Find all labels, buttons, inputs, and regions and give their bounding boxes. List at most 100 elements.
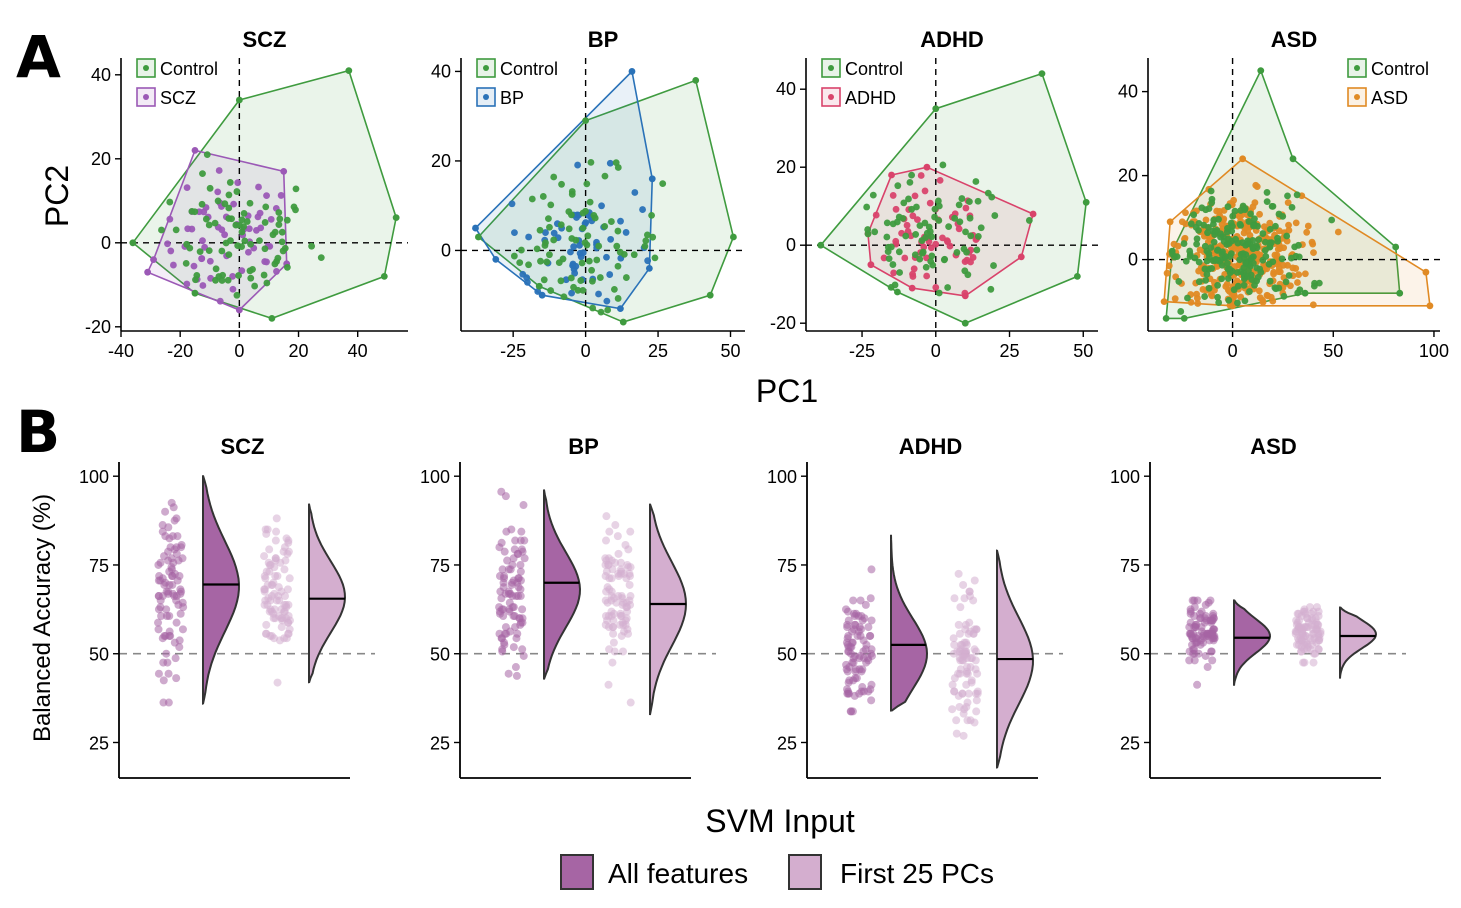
accuracy-point bbox=[1305, 603, 1314, 612]
control-point bbox=[956, 218, 964, 226]
control-point bbox=[539, 193, 547, 200]
control-point bbox=[939, 161, 947, 169]
control-point bbox=[557, 277, 565, 285]
bp-point bbox=[631, 189, 639, 196]
y-tick-label: 0 bbox=[786, 235, 796, 255]
pca-panel-scz: SCZ -40 -20 0 20 40 -20 0 20 40 Control SCZ bbox=[85, 27, 408, 361]
bp-point bbox=[607, 235, 615, 243]
accuracy-point bbox=[601, 536, 610, 545]
accuracy-point bbox=[513, 629, 522, 638]
asd-point bbox=[1246, 231, 1254, 239]
control-point bbox=[988, 193, 996, 201]
accuracy-point bbox=[619, 647, 628, 656]
y-tick-label: 75 bbox=[1120, 556, 1140, 576]
accuracy-point bbox=[161, 507, 170, 516]
scz-point bbox=[199, 237, 206, 245]
control-point bbox=[1257, 67, 1265, 74]
control-point bbox=[613, 242, 621, 250]
control-point bbox=[196, 248, 204, 256]
bp-point bbox=[567, 248, 574, 256]
bp-point bbox=[511, 229, 518, 237]
accuracy-point bbox=[156, 603, 165, 612]
accuracy-point bbox=[1202, 631, 1211, 640]
accuracy-point bbox=[510, 545, 519, 554]
control-point bbox=[596, 274, 604, 281]
control-point bbox=[247, 274, 255, 282]
accuracy-point bbox=[625, 569, 634, 578]
y-tick-label: 40 bbox=[431, 61, 451, 81]
panel-title: BP bbox=[588, 27, 619, 52]
control-point bbox=[203, 151, 211, 159]
y-tick-label: -20 bbox=[85, 317, 111, 337]
accuracy-point bbox=[283, 585, 292, 594]
y-tick-label: 0 bbox=[1128, 250, 1138, 270]
control-point bbox=[963, 248, 970, 256]
control-point bbox=[614, 164, 622, 171]
asd-point bbox=[1182, 220, 1190, 228]
bp-point bbox=[606, 159, 614, 167]
scz-point bbox=[167, 247, 175, 255]
scz-point bbox=[198, 255, 206, 262]
asd-point bbox=[1240, 229, 1248, 237]
accuracy-point bbox=[271, 536, 280, 545]
control-point bbox=[546, 251, 553, 259]
y-tick-label: 25 bbox=[430, 733, 450, 753]
control-point bbox=[1249, 237, 1257, 244]
control-point bbox=[586, 198, 594, 206]
accuracy-point bbox=[271, 572, 280, 581]
scz-point bbox=[245, 248, 252, 256]
adhd-point bbox=[889, 192, 897, 199]
accuracy-point bbox=[950, 687, 959, 696]
control-point bbox=[921, 219, 929, 227]
control-point bbox=[622, 274, 630, 281]
accuracy-point bbox=[605, 645, 614, 654]
y-tick-label: 50 bbox=[430, 645, 450, 665]
accuracy-point bbox=[609, 629, 618, 638]
control-point bbox=[597, 308, 605, 316]
control-point bbox=[1246, 288, 1253, 295]
accuracy-point bbox=[260, 572, 269, 581]
control-point bbox=[1212, 255, 1220, 263]
accuracy-point bbox=[956, 665, 965, 674]
asd-point bbox=[1260, 223, 1268, 231]
accuracy-point bbox=[849, 596, 858, 605]
accuracy-point bbox=[846, 707, 855, 716]
bp-point bbox=[598, 202, 605, 210]
bp-point bbox=[622, 229, 630, 236]
legend-label: Control bbox=[845, 59, 903, 79]
panel-title: BP bbox=[568, 434, 599, 459]
balanced-accuracy-axis-title: Balanced Accuracy (%) bbox=[29, 494, 56, 742]
control-point bbox=[614, 227, 622, 235]
accuracy-point bbox=[177, 540, 186, 549]
control-point bbox=[568, 190, 576, 198]
control-point bbox=[935, 217, 943, 224]
control-point bbox=[172, 226, 180, 234]
accuracy-point bbox=[285, 625, 294, 634]
panel-title: SCZ bbox=[243, 27, 287, 52]
accuracy-point bbox=[950, 640, 959, 649]
accuracy-point bbox=[520, 554, 529, 563]
accuracy-point bbox=[158, 634, 167, 643]
control-point bbox=[1284, 192, 1291, 200]
accuracy-point bbox=[497, 594, 506, 603]
control-point bbox=[1214, 293, 1221, 301]
scz-point bbox=[255, 183, 262, 191]
control-point bbox=[533, 245, 541, 253]
control-point bbox=[1205, 205, 1213, 212]
control-point bbox=[1293, 191, 1301, 199]
y-tick-label: 100 bbox=[1110, 467, 1140, 487]
scz-point bbox=[267, 215, 275, 223]
accuracy-point bbox=[603, 616, 612, 625]
accuracy-point bbox=[958, 689, 967, 698]
control-point bbox=[579, 224, 587, 232]
control-point bbox=[557, 221, 565, 229]
asd-point bbox=[1284, 199, 1292, 207]
asd-point bbox=[1163, 269, 1171, 277]
control-point bbox=[601, 222, 609, 230]
scz-point bbox=[263, 192, 270, 200]
control-point bbox=[973, 246, 981, 254]
control-point bbox=[243, 218, 251, 225]
control-point bbox=[610, 285, 618, 293]
scz-point bbox=[216, 297, 224, 305]
accuracy-point bbox=[865, 631, 874, 640]
